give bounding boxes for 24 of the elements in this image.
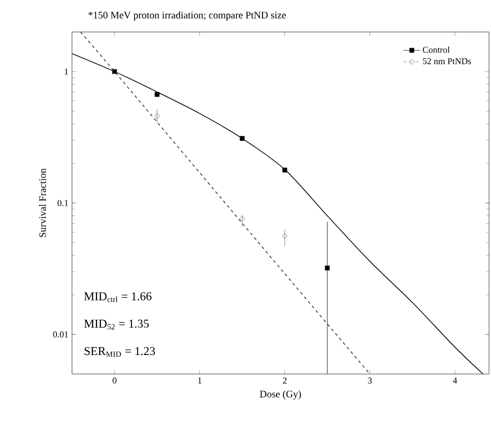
point (154, 92, 160, 97)
y-tick-label: 1 (64, 68, 68, 75)
x-axis-title: Dose (Gy) (260, 390, 301, 400)
annotation: SER$_{MID}$ = 1.23 (84, 347, 155, 357)
chart-title: *150 MeV proton irradiation; compare PtND size (88, 11, 286, 21)
point (154, 113, 160, 118)
x-tick-label: 0 (112, 378, 116, 384)
point (282, 168, 288, 172)
annotation: MID$_{ctrl}$ = 1.66 (84, 292, 152, 302)
x-tick-label: 1 (198, 378, 202, 384)
legend-label: 52 nm PtNDs (423, 58, 471, 64)
y-axis-title: Survival Fraction (38, 168, 46, 238)
x-tick-label: 4 (452, 378, 458, 384)
point (282, 234, 288, 238)
point (324, 266, 330, 270)
y-tick-label: 0.1 (58, 200, 68, 206)
annotation: MID$_{52}$ = 1.35 (84, 320, 149, 330)
point (240, 136, 245, 141)
point (240, 216, 245, 222)
x-tick-label: 2 (282, 378, 286, 384)
line-series (80, 32, 370, 374)
y-tick-label: 0.01 (53, 331, 68, 338)
legend-label: Control (422, 46, 450, 53)
x-tick-label: 3 (368, 378, 372, 384)
